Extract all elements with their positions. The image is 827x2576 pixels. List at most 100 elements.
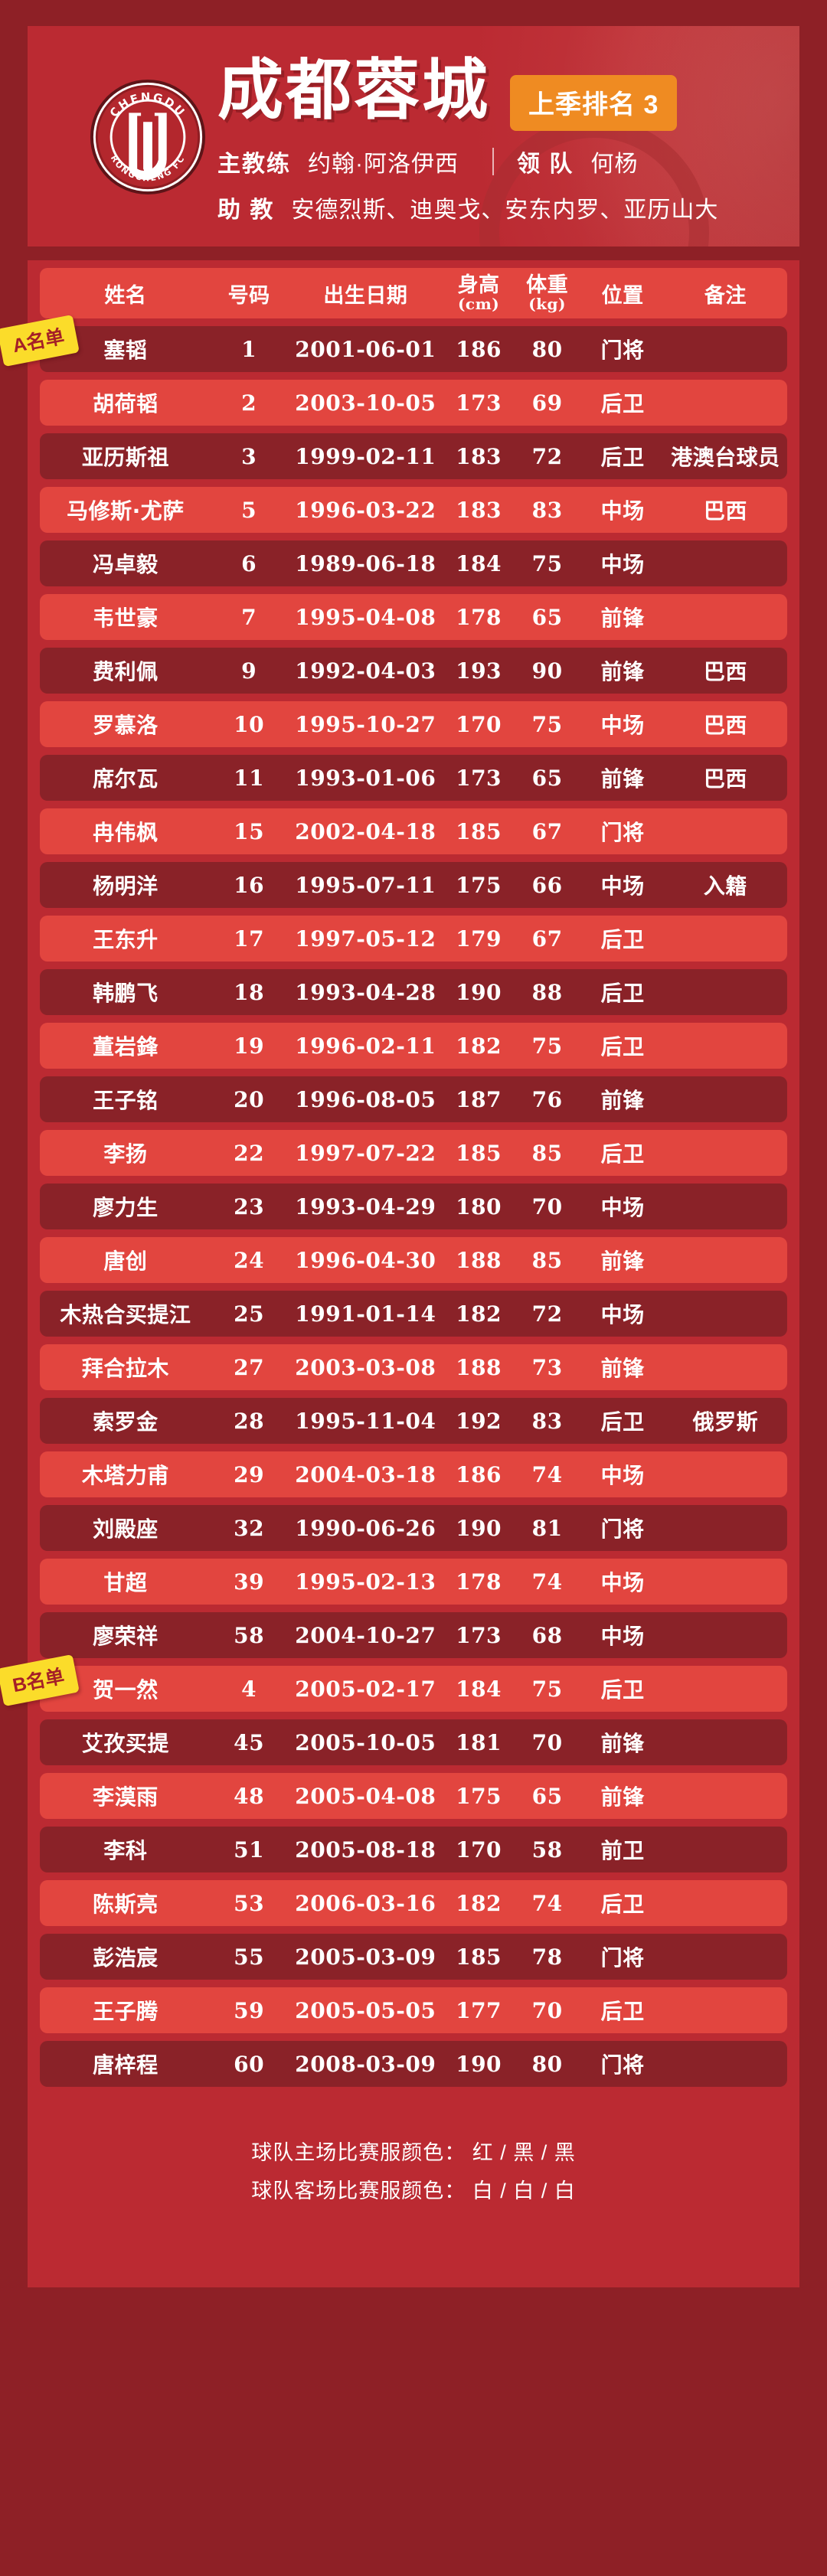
table-row: 木热合买提江 25 1991-01-14 182 72 中场 xyxy=(40,1291,787,1337)
cell-player-name: 王东升 xyxy=(93,927,159,952)
cell-player-name: 索罗金 xyxy=(93,1409,159,1435)
cell-player-name: 甘超 xyxy=(103,1570,148,1595)
cell-shirt-number: 6 xyxy=(241,550,257,576)
table-row: 索罗金 28 1995-11-04 192 83 后卫 俄罗斯 xyxy=(40,1398,787,1444)
cell-player-name: 罗慕洛 xyxy=(93,713,159,738)
cell-weight: 66 xyxy=(531,872,563,898)
cell-position: 前锋 xyxy=(600,606,645,631)
cell-player-name: 塞韬 xyxy=(103,338,148,363)
cell-height: 182 xyxy=(456,1033,502,1059)
cell-shirt-number: 45 xyxy=(234,1729,265,1755)
col-header-dob: 出生日期 xyxy=(323,283,408,308)
cell-weight: 76 xyxy=(531,1086,563,1112)
cell-player-name: 陈斯亮 xyxy=(93,1892,159,1917)
cell-birth-date: 1995-04-08 xyxy=(295,604,436,630)
cell-weight: 75 xyxy=(531,1033,563,1059)
table-row: 木塔力甫 29 2004-03-18 186 74 中场 xyxy=(40,1451,787,1497)
cell-player-name: 廖力生 xyxy=(93,1195,159,1220)
cell-height: 177 xyxy=(456,1997,502,2023)
cell-position: 前锋 xyxy=(600,659,645,684)
cell-birth-date: 2005-03-09 xyxy=(295,1944,436,1970)
cell-player-name: 拜合拉木 xyxy=(81,1356,169,1381)
cell-position: 后卫 xyxy=(600,1999,645,2024)
cell-birth-date: 2008-03-09 xyxy=(295,2051,436,2077)
head-coach-value: 约翰·阿洛伊西 xyxy=(308,152,459,177)
cell-position: 后卫 xyxy=(600,445,645,470)
table-row: 冯卓毅 6 1989-06-18 184 75 中场 xyxy=(40,540,787,586)
cell-shirt-number: 20 xyxy=(234,1086,265,1112)
cell-height: 181 xyxy=(456,1729,502,1755)
cell-birth-date: 1993-04-28 xyxy=(295,979,436,1005)
cell-position: 前锋 xyxy=(600,766,645,792)
cell-shirt-number: 5 xyxy=(241,497,257,523)
cell-weight: 85 xyxy=(531,1140,563,1166)
roster-table: 姓名 号码 出生日期 身高 (cm) 体重 (kg) 位置 备注 A名单 塞韬 1 2… xyxy=(0,260,799,2287)
cell-height: 186 xyxy=(456,1461,502,1487)
cell-position: 中场 xyxy=(600,873,645,899)
cell-weight: 90 xyxy=(531,658,563,684)
cell-birth-date: 1996-02-11 xyxy=(295,1033,436,1059)
cell-player-name: 王子铭 xyxy=(93,1088,159,1113)
cell-weight: 83 xyxy=(531,1408,563,1434)
cell-player-name: 胡荷韬 xyxy=(93,391,159,416)
table-row: 韩鹏飞 18 1993-04-28 190 88 后卫 xyxy=(40,969,787,1015)
assistants-label: 助 教 xyxy=(217,198,275,223)
cell-weight: 72 xyxy=(531,1301,563,1327)
cell-shirt-number: 28 xyxy=(234,1408,265,1434)
table-row: 王子铭 20 1996-08-05 187 76 前锋 xyxy=(40,1076,787,1122)
cell-position: 前锋 xyxy=(600,1784,645,1810)
cell-shirt-number: 17 xyxy=(234,926,265,952)
cell-height: 175 xyxy=(456,1783,502,1809)
table-row: 唐梓程 60 2008-03-09 190 80 门将 xyxy=(40,2041,787,2087)
cell-height: 188 xyxy=(456,1354,502,1380)
table-row: 李漠雨 48 2005-04-08 175 65 前锋 xyxy=(40,1773,787,1819)
cell-position: 中场 xyxy=(600,1195,645,1220)
cell-height: 190 xyxy=(456,979,502,1005)
cell-weight: 74 xyxy=(531,1461,563,1487)
cell-player-name: 李科 xyxy=(103,1838,148,1863)
away-kit-colors: 球队客场比赛服颜色： 白 / 白 / 白 xyxy=(251,2179,576,2202)
cell-position: 后卫 xyxy=(600,391,645,416)
cell-shirt-number: 60 xyxy=(234,2051,265,2077)
cell-birth-date: 1997-07-22 xyxy=(295,1140,436,1166)
cell-weight: 67 xyxy=(531,926,563,952)
assistants-value: 安德烈斯、迪奥戈、安东内罗、亚历山大 xyxy=(291,198,719,223)
cell-height: 180 xyxy=(456,1193,502,1219)
cell-height: 184 xyxy=(456,550,502,576)
table-row: 艾孜买提 45 2005-10-05 181 70 前锋 xyxy=(40,1719,787,1765)
cell-birth-date: 2005-04-08 xyxy=(295,1783,436,1809)
col-header-note: 备注 xyxy=(704,283,747,308)
cell-weight: 70 xyxy=(531,1193,563,1219)
table-row: 席尔瓦 11 1993-01-06 173 65 前锋 巴西 xyxy=(40,755,787,801)
cell-shirt-number: 15 xyxy=(234,818,265,844)
cell-position: 中场 xyxy=(600,713,645,738)
cell-position: 中场 xyxy=(600,552,645,577)
staff-row-coach: 主教练 约翰·阿洛伊西 领 队 何杨 xyxy=(217,145,799,178)
cell-birth-date: 1996-08-05 xyxy=(295,1086,436,1112)
cell-shirt-number: 59 xyxy=(234,1997,265,2023)
cell-height: 173 xyxy=(456,1622,502,1648)
cell-note: 俄罗斯 xyxy=(692,1409,759,1435)
table-row: 王东升 17 1997-05-12 179 67 后卫 xyxy=(40,916,787,962)
cell-player-name: 彭浩宸 xyxy=(93,1945,159,1970)
cell-player-name: 董岩鋒 xyxy=(93,1034,159,1059)
team-leader-label: 领 队 xyxy=(517,152,574,177)
cell-birth-date: 1989-06-18 xyxy=(295,550,436,576)
cell-height: 173 xyxy=(456,390,502,416)
col-header-height-label: 身高 xyxy=(457,273,500,298)
cell-note: 巴西 xyxy=(703,498,747,524)
cell-shirt-number: 48 xyxy=(234,1783,265,1809)
cell-shirt-number: 11 xyxy=(234,765,265,791)
cell-shirt-number: 55 xyxy=(234,1944,265,1970)
cell-weight: 80 xyxy=(531,2051,563,2077)
table-row: 罗慕洛 10 1995-10-27 170 75 中场 巴西 xyxy=(40,701,787,747)
table-row: 陈斯亮 53 2006-03-16 182 74 后卫 xyxy=(40,1880,787,1926)
cell-shirt-number: 27 xyxy=(234,1354,265,1380)
cell-height: 188 xyxy=(456,1247,502,1273)
cell-birth-date: 1991-01-14 xyxy=(295,1301,436,1327)
cell-birth-date: 2005-02-17 xyxy=(295,1676,436,1702)
cell-position: 后卫 xyxy=(600,1409,645,1435)
cell-weight: 65 xyxy=(531,1783,563,1809)
cell-birth-date: 2005-10-05 xyxy=(295,1729,436,1755)
cell-player-name: 亚历斯祖 xyxy=(81,445,169,470)
